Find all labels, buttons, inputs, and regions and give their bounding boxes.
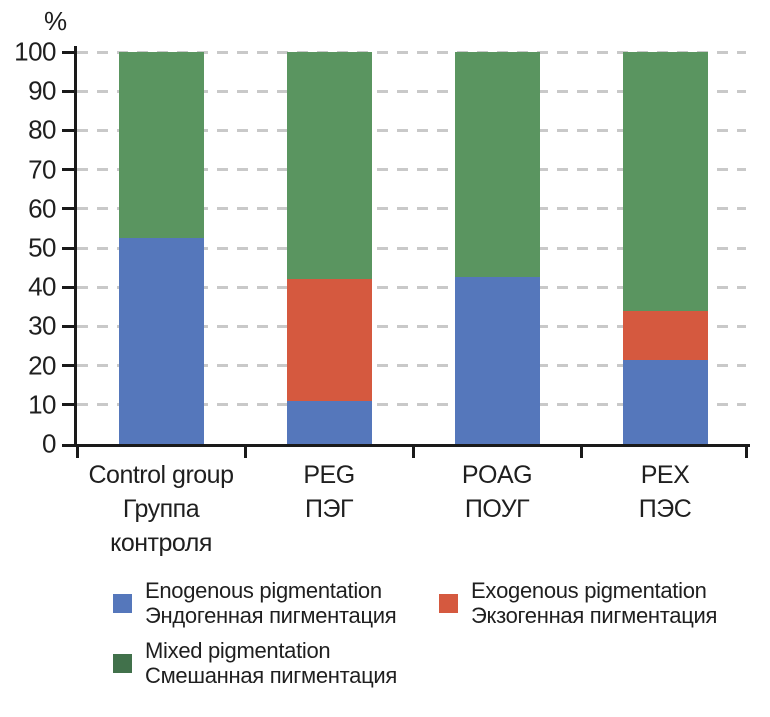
y-tick-label: 80 — [28, 114, 56, 145]
y-axis-tick — [62, 403, 77, 407]
y-tick-label: 20 — [28, 350, 56, 381]
gridline — [77, 285, 746, 289]
gridline — [77, 168, 746, 172]
y-tick-label: 70 — [28, 154, 56, 185]
y-tick-label: 10 — [28, 389, 56, 420]
category-label-line: PEX — [640, 461, 690, 489]
x-axis-tick — [75, 444, 79, 458]
y-axis-tick — [62, 207, 77, 211]
legend-item-endogenous: Enogenous pigmentation Эндогенная пигмен… — [113, 578, 397, 628]
category-label-line: Control group — [88, 461, 234, 489]
category-label-line: PEG — [303, 461, 355, 489]
x-axis-tick — [744, 444, 748, 458]
bar-Control group — [118, 52, 204, 444]
legend-label-endogenous: Enogenous pigmentation Эндогенная пигмен… — [145, 578, 397, 628]
gridline — [77, 246, 746, 250]
legend-label-exogenous: Exogenous pigmentation Экзогенная пигмен… — [471, 578, 717, 628]
y-axis-tick — [62, 50, 77, 54]
bar-segment — [286, 279, 372, 401]
bar-PEG — [286, 52, 372, 444]
y-axis-tick — [62, 168, 77, 172]
category-label: PEG ПЭГ — [244, 458, 414, 526]
y-tick-label: 40 — [28, 271, 56, 302]
legend-label-mixed: Mixed pigmentation Смешанная пигментация — [145, 638, 397, 688]
legend-item-mixed: Mixed pigmentation Смешанная пигментация — [113, 638, 397, 688]
y-axis-tick — [62, 246, 77, 250]
x-axis-tick — [243, 444, 247, 458]
bar-segment — [622, 52, 708, 311]
legend-label-ru: Смешанная пигментация — [145, 663, 397, 688]
legend-label-en: Exogenous pigmentation — [471, 578, 707, 603]
gridline — [77, 128, 746, 132]
legend-item-exogenous: Exogenous pigmentation Экзогенная пигмен… — [439, 578, 717, 628]
bar-POAG — [454, 52, 540, 444]
gridline — [77, 324, 746, 328]
bar-segment — [454, 277, 540, 444]
y-tick-label: 90 — [28, 75, 56, 106]
x-axis-line — [62, 444, 750, 447]
category-label-line: ПОУГ — [464, 495, 530, 523]
category-label-line: контроля — [110, 529, 212, 557]
category-label-line: POAG — [461, 461, 533, 489]
gridline — [77, 50, 746, 54]
bar-segment — [622, 359, 708, 444]
bar-segment — [454, 52, 540, 278]
legend-swatch-blue-icon — [113, 593, 132, 613]
gridline — [77, 403, 746, 407]
category-label: POAG ПОУГ — [412, 458, 582, 526]
plot-area — [62, 50, 748, 458]
y-axis-tick — [62, 285, 77, 289]
category-label: Control group Группа контроля — [76, 458, 246, 560]
y-axis-tick — [62, 128, 77, 132]
bar-segment — [118, 238, 204, 444]
gridline — [77, 89, 746, 93]
category-label-line: Группа — [122, 495, 200, 523]
y-axis-tick — [62, 324, 77, 328]
x-axis-tick — [411, 444, 415, 458]
bar-segment — [286, 400, 372, 444]
y-tick-label: 50 — [28, 232, 56, 263]
legend-swatch-green-icon — [113, 653, 132, 673]
bar-segment — [286, 52, 372, 280]
y-axis-unit-label: % — [44, 6, 68, 36]
bar-segment — [622, 310, 708, 360]
bar-segment — [118, 52, 204, 239]
legend-swatch-red-icon — [439, 593, 458, 613]
y-tick-label: 0 — [42, 428, 56, 459]
y-tick-label: 60 — [28, 193, 56, 224]
x-axis-tick — [579, 444, 583, 458]
bar-PEX — [622, 52, 708, 444]
category-label: PEX ПЭС — [580, 458, 750, 526]
legend-label-ru: Эндогенная пигментация — [145, 603, 397, 628]
y-axis-tick — [62, 89, 77, 93]
y-tick-label: 30 — [28, 310, 56, 341]
category-label-line: ПЭС — [638, 495, 692, 523]
y-axis-tick-labels: 0 10 20 30 40 50 60 70 80 90 100 — [0, 37, 56, 459]
legend-label-en: Mixed pigmentation — [145, 638, 331, 663]
category-label-line: ПЭГ — [305, 495, 353, 523]
y-tick-label: 100 — [14, 36, 56, 67]
legend-label-ru: Экзогенная пигментация — [471, 603, 718, 628]
gridline — [77, 364, 746, 368]
y-axis-tick — [62, 364, 77, 368]
legend-label-en: Enogenous pigmentation — [145, 578, 382, 603]
gridline — [77, 207, 746, 211]
